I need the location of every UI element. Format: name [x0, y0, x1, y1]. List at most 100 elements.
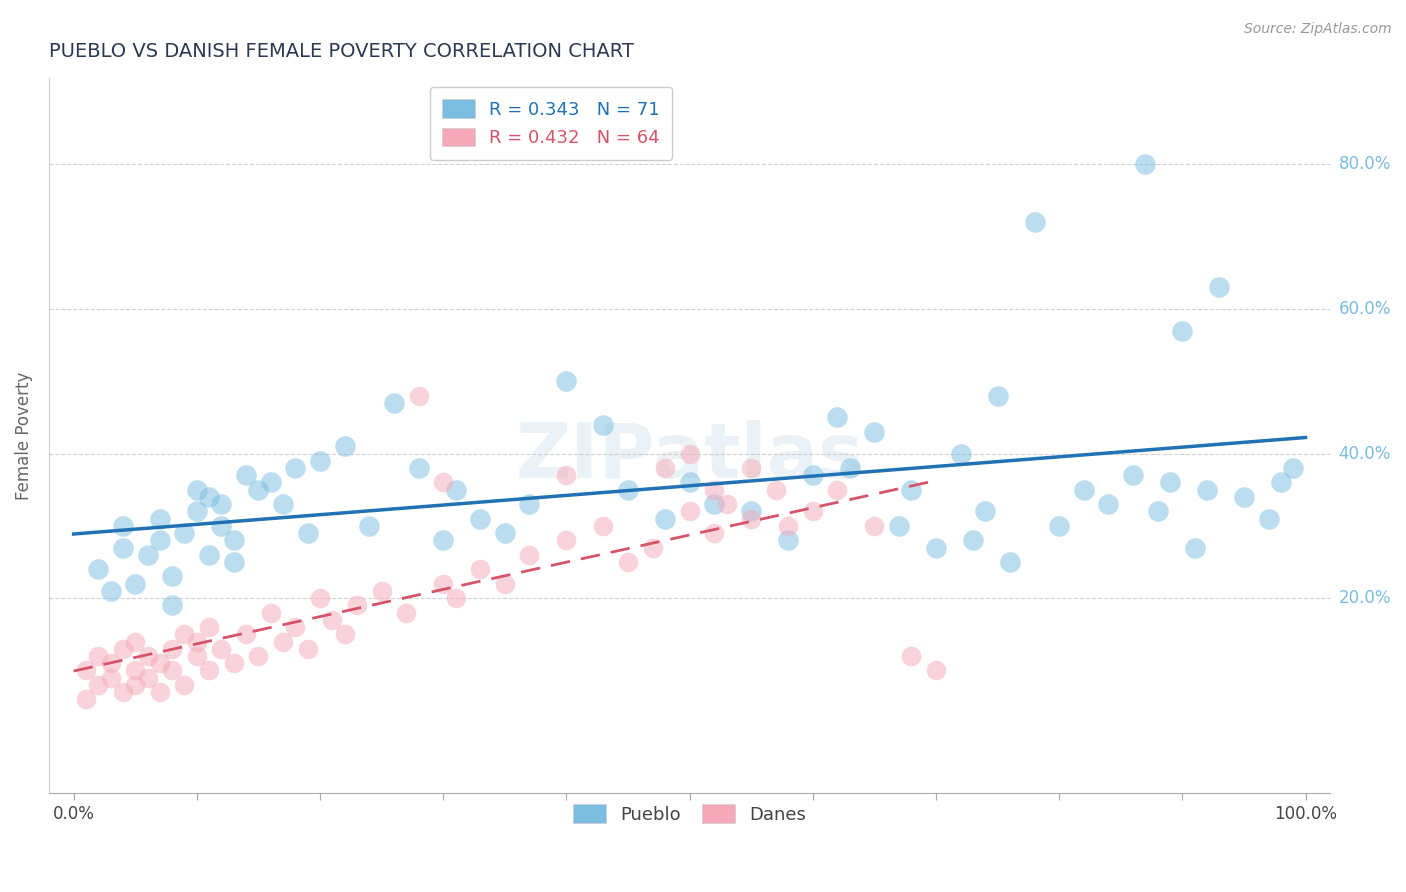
Point [87, 562, 110, 576]
Point [173, 526, 195, 541]
Point [87, 648, 110, 663]
Point [1208, 280, 1230, 294]
Point [1122, 468, 1144, 483]
Point [444, 483, 467, 497]
Point [740, 511, 762, 525]
Point [284, 461, 307, 475]
Point [962, 533, 984, 548]
Point [271, 634, 294, 648]
Point [555, 468, 578, 483]
Point [468, 562, 491, 576]
Point [333, 439, 356, 453]
Point [209, 497, 232, 511]
Point [260, 475, 283, 490]
Point [1024, 215, 1046, 229]
Point [863, 425, 886, 439]
Point [641, 541, 664, 555]
Point [382, 396, 405, 410]
Point [136, 548, 159, 562]
Point [1257, 511, 1279, 525]
Point [297, 526, 319, 541]
Point [111, 541, 134, 555]
Point [519, 548, 541, 562]
Point [124, 634, 146, 648]
Point [1097, 497, 1119, 511]
Point [209, 641, 232, 656]
Point [186, 504, 208, 518]
Point [740, 461, 762, 475]
Point [149, 511, 172, 525]
Point [75, 692, 97, 706]
Point [111, 519, 134, 533]
Point [160, 599, 183, 613]
Point [111, 641, 134, 656]
Point [900, 483, 922, 497]
Point [678, 475, 700, 490]
Point [198, 490, 221, 504]
Text: 80.0%: 80.0% [1339, 155, 1391, 173]
Point [136, 648, 159, 663]
Point [370, 583, 392, 598]
Point [297, 641, 319, 656]
Legend: Pueblo, Danes: Pueblo, Danes [562, 793, 817, 834]
Point [1159, 475, 1181, 490]
Point [703, 483, 725, 497]
Point [716, 497, 738, 511]
Point [900, 648, 922, 663]
Point [838, 461, 860, 475]
Point [173, 678, 195, 692]
Point [160, 569, 183, 583]
Point [160, 641, 183, 656]
Point [124, 664, 146, 678]
Text: Source: ZipAtlas.com: Source: ZipAtlas.com [1244, 22, 1392, 37]
Point [1146, 504, 1168, 518]
Point [949, 446, 972, 460]
Point [519, 497, 541, 511]
Point [617, 483, 640, 497]
Point [801, 468, 824, 483]
Point [1195, 483, 1218, 497]
Point [309, 454, 332, 468]
Point [124, 678, 146, 692]
Point [186, 483, 208, 497]
Point [863, 519, 886, 533]
Point [186, 634, 208, 648]
Point [408, 461, 430, 475]
Point [703, 497, 725, 511]
Point [160, 664, 183, 678]
Point [1282, 461, 1305, 475]
Point [765, 483, 787, 497]
Point [333, 627, 356, 641]
Point [247, 648, 270, 663]
Point [100, 657, 122, 671]
Point [1047, 519, 1070, 533]
Text: 20.0%: 20.0% [1339, 589, 1391, 607]
Point [494, 576, 516, 591]
Point [1171, 324, 1194, 338]
Point [432, 576, 454, 591]
Point [1135, 157, 1157, 171]
Y-axis label: Female Poverty: Female Poverty [15, 371, 32, 500]
Point [100, 671, 122, 685]
Point [827, 483, 849, 497]
Point [284, 620, 307, 634]
Point [678, 504, 700, 518]
Point [1270, 475, 1292, 490]
Point [778, 533, 800, 548]
Point [998, 555, 1021, 569]
Point [222, 657, 245, 671]
Point [592, 417, 614, 432]
Point [555, 533, 578, 548]
Point [887, 519, 910, 533]
Point [111, 685, 134, 699]
Point [149, 685, 172, 699]
Text: ZIPatlas: ZIPatlas [515, 420, 863, 494]
Point [494, 526, 516, 541]
Point [235, 627, 257, 641]
Point [432, 533, 454, 548]
Point [346, 599, 368, 613]
Point [321, 613, 343, 627]
Point [986, 389, 1008, 403]
Point [359, 519, 381, 533]
Text: 40.0%: 40.0% [1339, 444, 1391, 463]
